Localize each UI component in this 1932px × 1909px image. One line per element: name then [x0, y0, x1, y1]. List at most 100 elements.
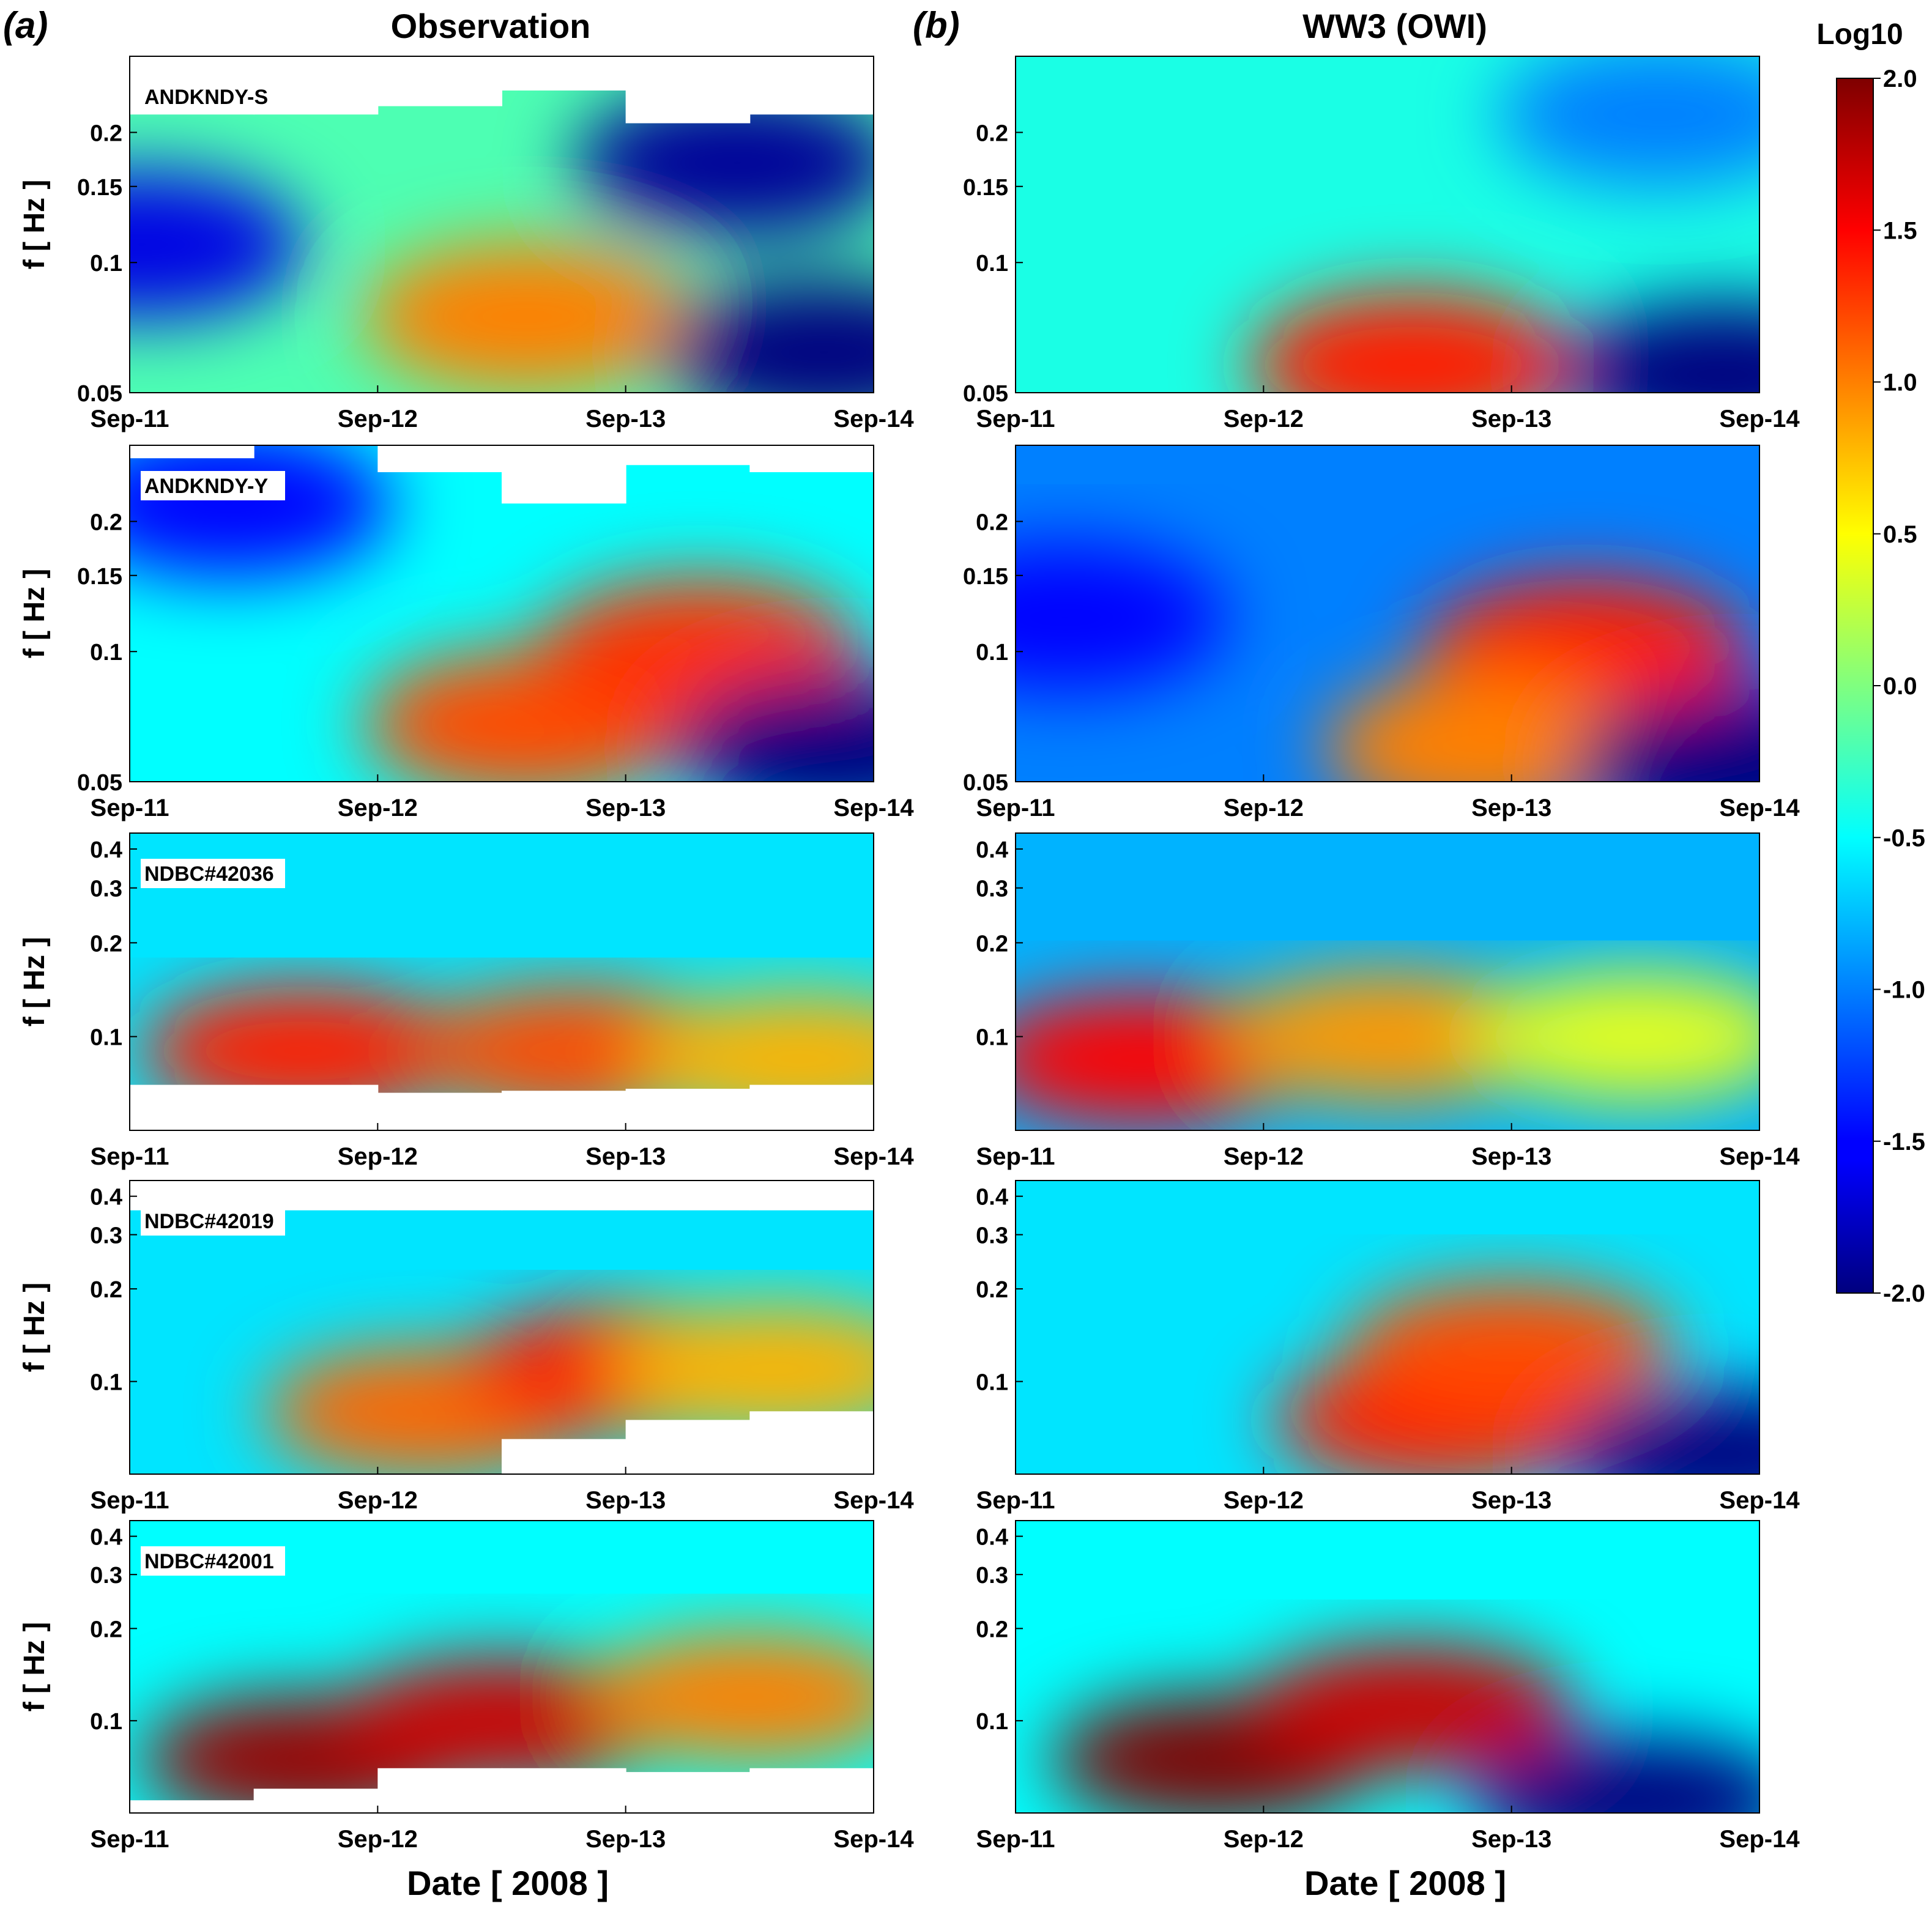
station-label-text: ANDKNDY-Y	[144, 475, 268, 498]
x-tick-label: Sep-13	[1471, 1487, 1551, 1514]
energy-blob	[363, 242, 691, 391]
station-label-box	[141, 1206, 285, 1236]
x-tick-label: Sep-14	[1719, 1487, 1800, 1514]
y-axis-title: f [ Hz ]	[18, 1622, 51, 1712]
y-tick-label: 0.3	[90, 1563, 122, 1588]
column-b-title: WW3 (OWI)	[1302, 7, 1487, 45]
station-label-box	[141, 82, 285, 111]
no-data-mask	[253, 1084, 379, 1130]
subplot-3: NDBC#42036 0.1 0.2 0.3 0.4 Sep-11 Sep-12 Sep-13…	[18, 832, 914, 1170]
no-data-mask	[377, 1768, 502, 1813]
no-data-mask	[625, 1181, 751, 1210]
x-tick-label: Sep-13	[1471, 795, 1551, 821]
no-data-mask	[502, 1091, 626, 1130]
no-data-mask	[749, 1084, 874, 1130]
energy-blobs	[130, 89, 874, 393]
no-data-mask	[502, 445, 626, 504]
y-tick-label: 0.15	[77, 175, 122, 201]
colorbar	[1836, 78, 1874, 1294]
station-label-text: NDBC#42001	[144, 1550, 274, 1573]
y-tick-label: 0.05	[963, 381, 1008, 407]
plot-frame	[1015, 1520, 1760, 1814]
subplot-8: 0.1 0.2 0.3 0.4 Sep-11 Sep-12 Sep-13 Sep-14	[976, 832, 1800, 1170]
x-tick-label: Sep-14	[833, 1826, 914, 1853]
spectrogram-field	[130, 445, 874, 782]
x-tick-label: Sep-11	[976, 406, 1055, 432]
x-tick-label: Sep-14	[833, 1487, 914, 1514]
x-tick-label: Sep-14	[833, 406, 914, 432]
station-label-text: NDBC#42036	[144, 862, 274, 886]
x-tick-label: Sep-12	[1224, 795, 1304, 821]
y-tick-label: 0.15	[963, 564, 1008, 590]
y-tick-label: 0.2	[90, 120, 122, 146]
plot-frame	[1015, 56, 1760, 393]
colorbar-tick-label: -2.0	[1883, 1280, 1925, 1307]
y-tick-label: 0.4	[976, 837, 1008, 863]
x-tick-label: Sep-11	[91, 1826, 169, 1853]
spectrogram-field	[1016, 833, 1759, 1130]
colorbar-tick-label: 1.5	[1883, 217, 1917, 244]
no-data-mask	[749, 1768, 874, 1813]
x-tick-label: Sep-11	[91, 406, 169, 432]
y-tick-label: 0.2	[976, 1277, 1008, 1303]
colorbar-tick-label: 1.0	[1883, 369, 1917, 396]
x-tick-label: Sep-13	[1471, 406, 1551, 432]
y-tick-label: 0.2	[976, 931, 1008, 957]
energy-blob	[672, 673, 874, 782]
energy-blob	[611, 1304, 874, 1434]
no-data-mask	[625, 56, 751, 124]
y-tick-label: 0.05	[77, 381, 122, 407]
no-data-mask	[749, 1411, 874, 1474]
x-tick-label: Sep-12	[1224, 406, 1304, 432]
no-data-mask	[377, 1092, 502, 1130]
x-tick-label: Sep-11	[976, 1143, 1055, 1170]
y-axis-title: f [ Hz ]	[18, 1283, 51, 1373]
y-tick-label: 0.4	[976, 1185, 1008, 1210]
no-data-mask	[130, 1084, 255, 1130]
y-tick-label: 0.1	[90, 640, 122, 665]
y-tick-label: 0.2	[976, 510, 1008, 535]
y-axis-title: f [ Hz ]	[18, 180, 51, 270]
y-tick-label: 0.4	[90, 1525, 122, 1551]
x-tick-label: Sep-11	[976, 1826, 1055, 1853]
x-tick-label: Sep-12	[338, 1826, 418, 1853]
no-data-mask	[625, 1772, 751, 1813]
no-data-mask	[502, 1181, 626, 1210]
no-data-mask	[130, 1800, 255, 1813]
no-data-mask	[253, 1181, 379, 1210]
colorbar-tick-label: -1.5	[1883, 1129, 1925, 1155]
energy-blobs	[1016, 543, 1759, 782]
column-a-title: Observation	[391, 7, 591, 45]
station-label: NDBC#42019	[141, 1206, 285, 1236]
plot-frame	[1015, 445, 1760, 782]
y-tick-label: 0.1	[90, 1025, 122, 1051]
station-label: NDBC#42001	[141, 1546, 285, 1576]
energy-blob	[1558, 300, 1759, 393]
energy-blob	[1471, 1736, 1759, 1813]
no-data-mask	[377, 1181, 502, 1210]
energy-blob	[139, 985, 467, 1116]
y-tick-label: 0.3	[976, 877, 1008, 902]
y-tick-label: 0.2	[90, 1277, 122, 1303]
x-tick-label: Sep-12	[338, 406, 418, 432]
station-label-box	[141, 1546, 285, 1576]
plot-frame	[129, 56, 874, 393]
energy-blob	[1348, 1281, 1676, 1411]
x-tick-label: Sep-14	[833, 1143, 914, 1170]
energy-blob	[338, 1656, 666, 1785]
energy-blob	[573, 89, 874, 237]
y-tick-label: 0.1	[976, 1709, 1008, 1735]
x-tick-label: Sep-11	[91, 1143, 169, 1170]
y-tick-label: 0.15	[963, 175, 1008, 201]
colorbar-tick-label: -0.5	[1883, 825, 1925, 851]
y-tick-label: 0.1	[976, 1025, 1008, 1051]
colorbar-tick-label: -1.0	[1883, 977, 1925, 1004]
y-tick-label: 0.2	[90, 1617, 122, 1642]
energy-blobs	[1273, 1281, 1759, 1474]
x-tick-label: Sep-13	[1471, 1826, 1551, 1853]
y-tick-label: 0.1	[976, 640, 1008, 665]
y-axis-title: f [ Hz ]	[18, 937, 51, 1027]
x-tick-label: Sep-14	[1719, 406, 1800, 432]
subplot-5: NDBC#42001 0.1 0.2 0.3 0.4 Sep-11 Sep-12 Sep-13…	[18, 1520, 914, 1853]
station-label-box	[141, 859, 285, 888]
